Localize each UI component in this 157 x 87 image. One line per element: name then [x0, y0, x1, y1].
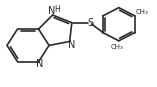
Text: N: N [48, 6, 56, 16]
Text: CH₃: CH₃ [111, 44, 124, 50]
Text: CH₃: CH₃ [136, 9, 149, 15]
Text: N: N [35, 59, 43, 69]
Text: N: N [68, 40, 75, 50]
Text: S: S [87, 18, 93, 28]
Text: H: H [54, 5, 60, 14]
